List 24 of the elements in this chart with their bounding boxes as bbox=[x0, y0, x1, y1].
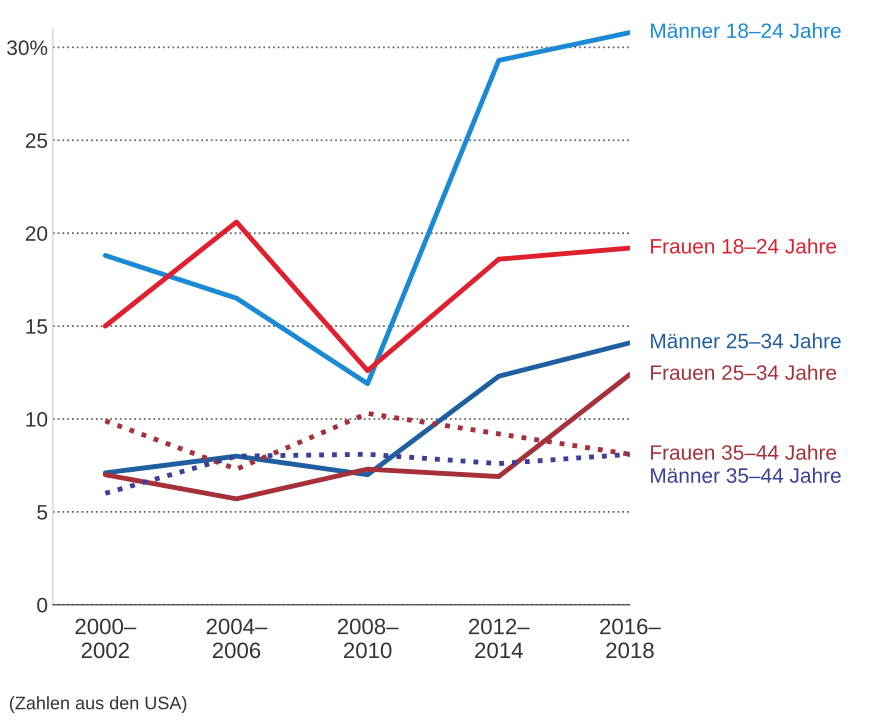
series-label: Männer 25–34 Jahre bbox=[651, 333, 841, 348]
x-tick-label: 2016– 2018 bbox=[600, 618, 661, 658]
y-tick-label: 0 bbox=[37, 598, 48, 613]
line-series bbox=[102, 340, 630, 478]
x-tick-label: 2008– 2010 bbox=[338, 618, 399, 658]
y-tick-label: 30% bbox=[7, 40, 48, 56]
line-series bbox=[102, 30, 630, 386]
y-tick-label: 10 bbox=[26, 412, 48, 427]
line-series bbox=[102, 220, 630, 374]
y-tick-label: 15 bbox=[26, 319, 48, 334]
line-series bbox=[102, 372, 630, 502]
series-label: Frauen 35–44 Jahre bbox=[651, 444, 836, 460]
series-label: Frauen 25–34 Jahre bbox=[651, 364, 836, 380]
x-tick-label: 2012– 2014 bbox=[468, 618, 530, 658]
series-label: Männer 18–24 Jahre bbox=[651, 22, 841, 38]
y-tick-label: 25 bbox=[26, 133, 48, 148]
series-label: Frauen 18–24 Jahre bbox=[651, 238, 836, 254]
text: (Zahlen aus den USA) bbox=[10, 696, 186, 713]
x-tick-label: 2000– 2002 bbox=[76, 618, 136, 658]
x-tick-label: 2004– 2006 bbox=[206, 618, 268, 658]
y-tick-label: 20 bbox=[26, 226, 48, 241]
series-label: Männer 35–44 Jahre bbox=[651, 468, 841, 483]
line-series bbox=[102, 452, 630, 496]
y-tick-label: 5 bbox=[37, 505, 48, 520]
